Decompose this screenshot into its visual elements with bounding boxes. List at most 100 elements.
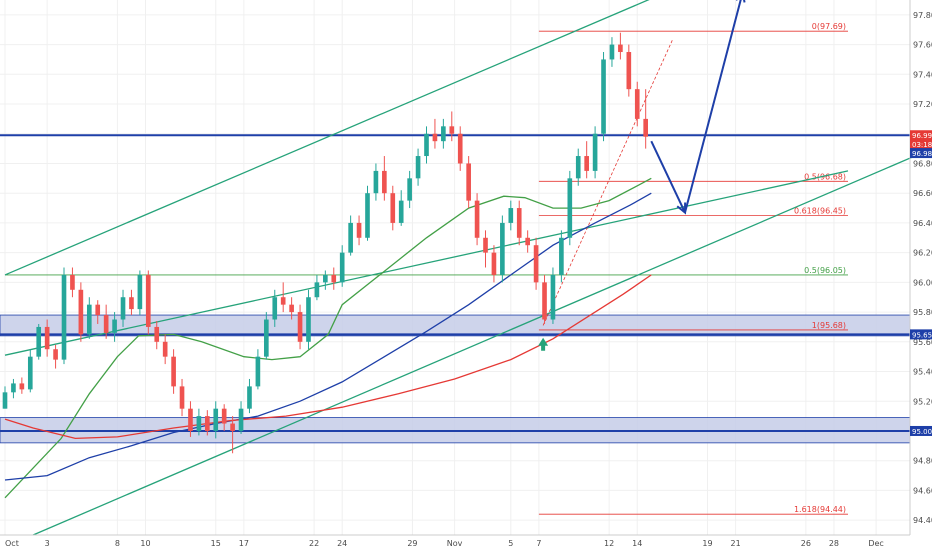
price-tag-label: 95.65 xyxy=(912,331,932,339)
candle-body xyxy=(516,208,522,238)
x-axis[interactable]: Oct 3 8 10 15 17 22 24 29 Nov 5 7 12 14 19 21 26 28 Dec xyxy=(0,534,910,548)
candle-body xyxy=(95,304,101,316)
price-tag-label: 96.99 xyxy=(912,132,932,140)
candle-body xyxy=(61,274,67,360)
y-tick-label: 96.40 xyxy=(913,219,932,228)
candle-body xyxy=(567,178,573,238)
x-tick-label: 15 xyxy=(211,539,221,548)
candles xyxy=(2,32,648,454)
x-tick-label: 14 xyxy=(632,539,642,548)
candle-body xyxy=(213,408,219,431)
candle-body xyxy=(474,200,480,238)
price-tag-label: 96.98 xyxy=(912,150,932,158)
candle-body xyxy=(533,245,539,283)
x-tick-label: 26 xyxy=(801,539,811,548)
candle-body xyxy=(466,163,471,201)
candle-body xyxy=(44,326,50,350)
y-tick-label: 97.80 xyxy=(913,11,932,20)
candle-body xyxy=(491,252,497,275)
fib-connector-line xyxy=(542,39,673,326)
y-tick-label: 94.80 xyxy=(913,457,932,466)
candle-body xyxy=(188,408,193,431)
candle-body xyxy=(272,297,278,320)
candle-body xyxy=(550,274,556,320)
y-tick-label: 96.20 xyxy=(913,249,932,258)
candle-body xyxy=(348,222,353,253)
candle-body xyxy=(500,222,505,275)
moving-average-line xyxy=(4,192,652,481)
candle-body xyxy=(314,282,320,298)
fib-level-label: 1(95.68) xyxy=(812,321,846,330)
candle-body xyxy=(53,349,58,360)
up-arrow-marker xyxy=(538,337,549,351)
candle-body xyxy=(601,59,606,134)
fib-levels: 0.618(97.90)0(97.69)0.5(96.68)0.618(96.4… xyxy=(5,22,848,515)
y-tick-label: 96.60 xyxy=(913,189,932,198)
y-tick-label: 95.20 xyxy=(913,397,932,406)
candle-body xyxy=(323,274,328,283)
candle-body xyxy=(70,274,75,290)
moving-average-line xyxy=(4,177,652,499)
fib-level-label: 1.618(94.44) xyxy=(794,505,846,514)
candle-body xyxy=(634,89,640,119)
fib-level-label: 0.5(96.68) xyxy=(804,172,846,181)
y-tick-label: 95.60 xyxy=(913,338,932,347)
moving-average-line xyxy=(4,274,652,440)
candle-body xyxy=(356,222,362,238)
candle-body xyxy=(559,237,564,275)
candle-body xyxy=(11,383,16,393)
price-tag xyxy=(910,425,932,436)
candle-body xyxy=(19,383,25,390)
trendlines xyxy=(4,0,919,536)
x-tick-label: Nov xyxy=(447,539,463,548)
candle-body xyxy=(247,386,252,409)
x-tick-label: Oct xyxy=(5,539,19,548)
trendline-channel-lower xyxy=(32,153,919,536)
candle-body xyxy=(112,319,117,333)
candle-body xyxy=(280,297,286,305)
price-tag-label: 95.00 xyxy=(912,428,932,436)
x-tick-label: 8 xyxy=(115,539,120,548)
candle-body xyxy=(390,193,396,223)
price-tag xyxy=(910,148,932,159)
candle-body xyxy=(306,297,311,342)
candle-body xyxy=(441,126,446,142)
candle-body xyxy=(196,416,202,431)
price-tag xyxy=(910,139,932,150)
y-tick-label: 95.40 xyxy=(913,368,932,377)
candle-body xyxy=(609,44,615,60)
candle-body xyxy=(373,170,379,194)
x-tick-label: 10 xyxy=(140,539,150,548)
x-tick-label: 21 xyxy=(731,539,741,548)
candle-body xyxy=(407,178,412,201)
x-tick-label: 3 xyxy=(45,539,50,548)
candle-body xyxy=(2,392,8,409)
candle-body xyxy=(297,312,303,342)
candle-body xyxy=(643,118,648,137)
y-axis[interactable]: 94.40 94.60 94.80 95.00 95.20 95.40 95.60 95.80… xyxy=(909,0,932,535)
candle-body xyxy=(120,297,126,320)
candle-body xyxy=(382,170,387,194)
trendline-mid-trend xyxy=(4,170,849,356)
price-tag xyxy=(910,329,932,340)
projection-arrow-line xyxy=(650,140,686,213)
candle-body xyxy=(415,156,421,179)
y-tick-label: 94.40 xyxy=(913,516,932,525)
candle-body xyxy=(339,252,345,283)
candle-body xyxy=(154,326,160,342)
candle-body xyxy=(221,408,227,424)
x-tick-label: 24 xyxy=(337,539,347,548)
y-tick-label: 97.20 xyxy=(913,100,932,109)
moving-averages xyxy=(4,177,652,499)
candle-body xyxy=(230,423,235,431)
candle-body xyxy=(137,274,143,310)
candle-body xyxy=(483,237,488,253)
candle-body xyxy=(592,133,598,171)
support-zone xyxy=(0,314,911,337)
candle-body xyxy=(238,408,244,431)
candle-body xyxy=(525,237,530,246)
candle-body xyxy=(424,133,429,157)
candle-body xyxy=(27,356,33,390)
candle-body xyxy=(179,386,185,409)
grid xyxy=(0,0,910,535)
